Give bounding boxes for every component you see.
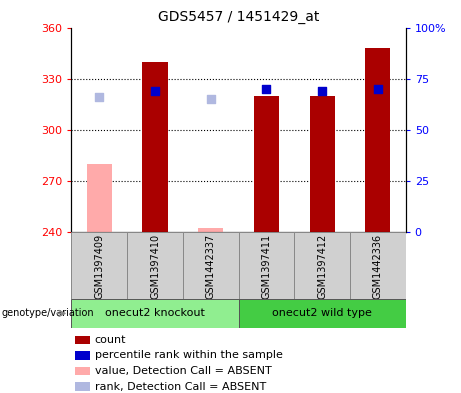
Point (95, 94, 103, 100)
Text: onecut2 knockout: onecut2 knockout (105, 309, 205, 318)
Text: percentile rank within the sample: percentile rank within the sample (95, 351, 283, 360)
Bar (254, 95, 279, 232)
Text: GSM1397409: GSM1397409 (95, 234, 104, 299)
Text: GSM1397412: GSM1397412 (317, 234, 327, 299)
Bar (365, 48, 390, 232)
Text: onecut2 wild type: onecut2 wild type (272, 309, 372, 318)
Point (151, 88, 159, 94)
Text: GSM1442336: GSM1442336 (373, 234, 383, 299)
Point (207, 96, 214, 102)
Text: GSM1397410: GSM1397410 (150, 234, 160, 299)
Bar (75, 367, 90, 375)
Bar (310, 95, 335, 232)
Text: GSM1442337: GSM1442337 (206, 234, 216, 299)
Bar (75, 382, 90, 391)
Text: value, Detection Call = ABSENT: value, Detection Call = ABSENT (95, 366, 272, 376)
Bar (87, 164, 112, 232)
Bar (198, 228, 223, 232)
Text: genotype/variation: genotype/variation (1, 308, 94, 318)
FancyBboxPatch shape (294, 232, 350, 299)
Point (319, 88, 326, 94)
Text: GSM1397411: GSM1397411 (261, 234, 272, 299)
FancyBboxPatch shape (183, 232, 238, 299)
FancyBboxPatch shape (127, 232, 183, 299)
Bar (142, 62, 167, 232)
FancyBboxPatch shape (71, 232, 127, 299)
Point (374, 86, 382, 92)
FancyBboxPatch shape (71, 299, 238, 328)
FancyBboxPatch shape (238, 299, 406, 328)
FancyBboxPatch shape (238, 232, 294, 299)
Bar (75, 351, 90, 360)
Bar (75, 336, 90, 344)
Text: count: count (95, 335, 126, 345)
FancyBboxPatch shape (350, 232, 406, 299)
Title: GDS5457 / 1451429_at: GDS5457 / 1451429_at (158, 10, 319, 24)
Point (263, 86, 270, 92)
Text: rank, Detection Call = ABSENT: rank, Detection Call = ABSENT (95, 382, 266, 391)
